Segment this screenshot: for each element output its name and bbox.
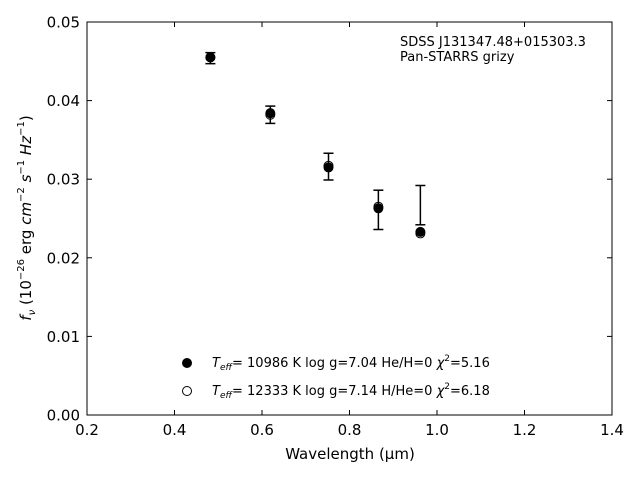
x-tick-label: 0.2 [75,421,99,439]
x-axis: 0.2 0.4 0.6 0.8 1.0 1.2 1.4 [75,22,624,439]
y-axis: 0.00 0.01 0.02 0.03 0.04 0.05 [47,14,612,425]
legend: Teff= 10986 K log g=7.04 He/H=0 χ2=5.16 … [182,354,490,401]
y-tick-label: 0.01 [47,328,80,346]
data-points [205,52,426,239]
model-point-open [373,201,384,212]
model-point-open [323,160,334,171]
x-tick-label: 1.2 [513,421,537,439]
model-point-open [265,109,276,120]
x-tick-label: 1.0 [425,421,449,439]
model-point-open [205,52,216,63]
legend-marker-open [182,386,192,396]
x-tick-label: 0.4 [163,421,187,439]
legend-label-1: Teff= 10986 K log g=7.04 He/H=0 χ2=5.16 [212,354,490,373]
y-tick-label: 0.02 [47,249,80,267]
annotation-survey: Pan-STARRS grizy [400,50,515,65]
x-tick-label: 0.8 [338,421,362,439]
y-axis-label: fν (10−26 erg cm−2 s−1 Hz−1) [16,115,38,320]
legend-label-2: Teff= 12333 K log g=7.14 H/He=0 χ2=6.18 [212,382,490,401]
y-tick-label: 0.03 [47,171,80,189]
y-tick-label: 0.04 [47,92,80,110]
legend-marker-filled [182,358,192,368]
plot-area [86,21,613,416]
model-point-open [415,228,426,239]
x-tick-label: 0.6 [250,421,274,439]
x-tick-label: 1.4 [600,421,624,439]
y-tick-label: 0.05 [47,14,80,32]
annotation-object: SDSS J131347.48+015303.3 [400,35,586,50]
y-tick-label: 0.00 [47,407,80,425]
x-axis-label: Wavelength (μm) [285,445,415,463]
